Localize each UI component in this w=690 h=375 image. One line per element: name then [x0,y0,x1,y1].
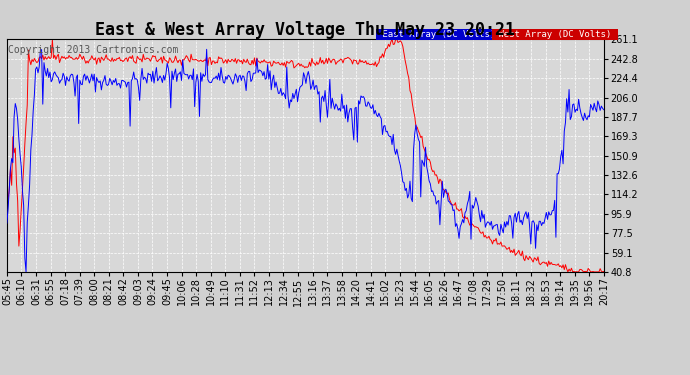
Title: East & West Array Voltage Thu May 23 20:21: East & West Array Voltage Thu May 23 20:… [95,21,515,39]
Text: West Array (DC Volts): West Array (DC Volts) [493,30,617,39]
Text: East Array (DC Volts): East Array (DC Volts) [377,30,500,39]
Text: Copyright 2013 Cartronics.com: Copyright 2013 Cartronics.com [8,45,179,55]
